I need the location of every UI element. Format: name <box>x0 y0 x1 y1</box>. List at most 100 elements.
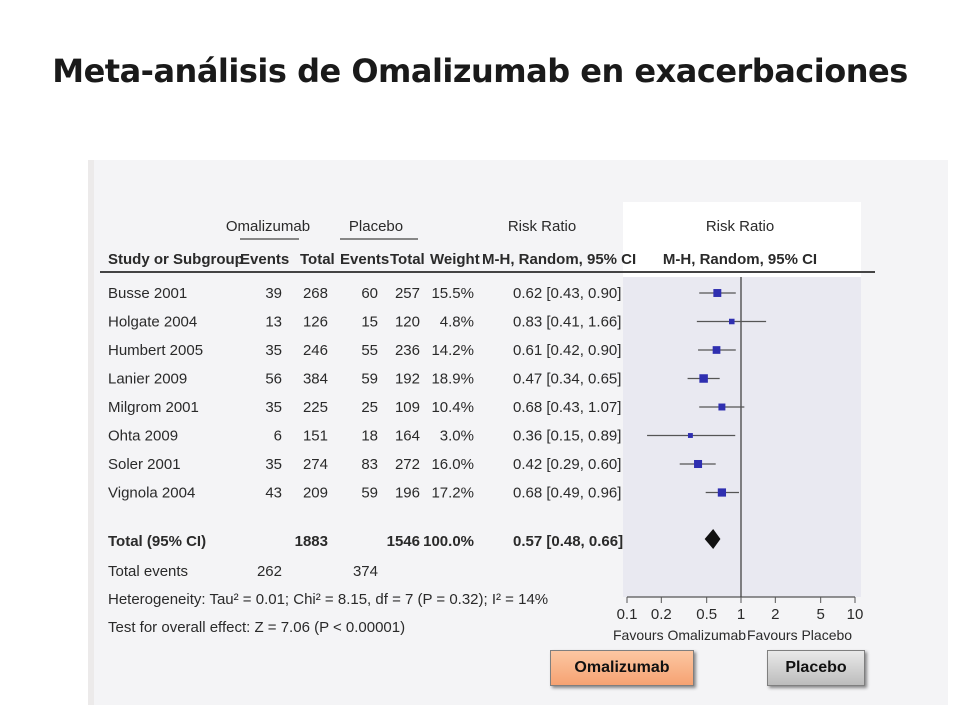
study-marker <box>687 433 693 438</box>
row-study-name: Lanier 2009 <box>108 371 187 388</box>
row-total-omalizumab: 225 <box>303 399 328 416</box>
row-total-placebo: 272 <box>395 456 420 473</box>
study-marker <box>699 374 708 383</box>
pooled-diamond <box>704 529 721 549</box>
row-events-omalizumab: 56 <box>265 371 282 388</box>
row-events-placebo: 15 <box>361 314 378 331</box>
col-study: Study or Subgroup <box>108 251 244 268</box>
row-weight: 18.9% <box>431 371 474 388</box>
row-total-placebo: 109 <box>395 399 420 416</box>
plot-area <box>623 277 861 597</box>
row-study-name: Busse 2001 <box>108 285 187 302</box>
row-weight: 10.4% <box>431 399 474 416</box>
row-risk-ratio-ci: 0.61 [0.42, 0.90] <box>513 342 621 359</box>
row-total-placebo: 257 <box>395 285 420 302</box>
header-plot-risk-ratio: Risk Ratio <box>706 218 774 235</box>
omalizumab-button[interactable]: Omalizumab <box>550 650 694 686</box>
row-events-placebo: 60 <box>361 285 378 302</box>
row-total-omalizumab: 274 <box>303 456 328 473</box>
header-risk-ratio: Risk Ratio <box>508 218 576 235</box>
row-study-name: Ohta 2009 <box>108 428 178 445</box>
x-tick-label: 10 <box>847 606 864 623</box>
study-marker <box>713 289 722 297</box>
total-placebo: 1546 <box>387 533 420 550</box>
row-total-placebo: 164 <box>395 428 420 445</box>
row-total-omalizumab: 384 <box>303 371 328 388</box>
row-total-omalizumab: 246 <box>303 342 328 359</box>
total-omalizumab: 1883 <box>295 533 328 550</box>
x-tick-label: 0.5 <box>696 606 717 623</box>
events-omalizumab: 262 <box>257 563 282 580</box>
row-events-placebo: 18 <box>361 428 378 445</box>
row-events-placebo: 83 <box>361 456 378 473</box>
row-risk-ratio-ci: 0.68 [0.43, 1.07] <box>513 399 621 416</box>
header-placebo: Placebo <box>349 218 403 235</box>
row-study-name: Holgate 2004 <box>108 314 197 331</box>
row-total-placebo: 196 <box>395 485 420 502</box>
row-weight: 14.2% <box>431 342 474 359</box>
col-events-placebo: Events <box>340 251 389 268</box>
heterogeneity-text: Heterogeneity: Tau² = 0.01; Chi² = 8.15,… <box>108 591 548 608</box>
study-marker <box>717 488 727 497</box>
row-weight: 3.0% <box>440 428 474 445</box>
study-marker <box>718 403 726 411</box>
overall-effect-text: Test for overall effect: Z = 7.06 (P < 0… <box>108 619 405 636</box>
row-total-omalizumab: 151 <box>303 428 328 445</box>
total-label: Total (95% CI) <box>108 533 206 550</box>
row-risk-ratio-ci: 0.68 [0.49, 0.96] <box>513 485 621 502</box>
row-risk-ratio-ci: 0.62 [0.43, 0.90] <box>513 285 621 302</box>
x-tick-label: 5 <box>817 606 825 623</box>
col-risk-ratio-ci: M-H, Random, 95% CI <box>482 251 636 268</box>
plot-header-area <box>623 202 861 277</box>
row-total-omalizumab: 209 <box>303 485 328 502</box>
row-weight: 4.8% <box>440 314 474 331</box>
row-total-omalizumab: 126 <box>303 314 328 331</box>
col-weight: Weight <box>430 251 480 268</box>
row-total-omalizumab: 268 <box>303 285 328 302</box>
row-weight: 16.0% <box>431 456 474 473</box>
row-events-omalizumab: 13 <box>265 314 282 331</box>
slide-title: Meta-análisis de Omalizumab en exacerbac… <box>52 52 908 90</box>
row-weight: 15.5% <box>431 285 474 302</box>
placebo-button[interactable]: Placebo <box>767 650 865 686</box>
row-study-name: Milgrom 2001 <box>108 399 199 416</box>
row-weight: 17.2% <box>431 485 474 502</box>
row-events-placebo: 55 <box>361 342 378 359</box>
row-events-omalizumab: 39 <box>265 285 282 302</box>
row-events-omalizumab: 6 <box>274 428 282 445</box>
row-risk-ratio-ci: 0.42 [0.29, 0.60] <box>513 456 621 473</box>
row-study-name: Vignola 2004 <box>108 485 195 502</box>
row-study-name: Soler 2001 <box>108 456 181 473</box>
row-events-omalizumab: 43 <box>265 485 282 502</box>
events-label: Total events <box>108 563 188 580</box>
x-tick-label: 0.2 <box>651 606 672 623</box>
study-marker <box>694 459 703 469</box>
x-tick-label: 2 <box>771 606 779 623</box>
x-tick-label: 1 <box>737 606 745 623</box>
row-events-omalizumab: 35 <box>265 342 282 359</box>
col-events-omalizumab: Events <box>240 251 289 268</box>
x-tick-label: 0.1 <box>617 606 638 623</box>
row-events-placebo: 59 <box>361 371 378 388</box>
col-total-omalizumab: Total <box>300 251 335 268</box>
row-total-placebo: 192 <box>395 371 420 388</box>
row-total-placebo: 236 <box>395 342 420 359</box>
row-events-omalizumab: 35 <box>265 456 282 473</box>
study-marker <box>712 346 721 354</box>
favours-omalizumab-label: Favours Omalizumab <box>613 627 746 643</box>
total-weight: 100.0% <box>423 533 474 550</box>
row-events-placebo: 59 <box>361 485 378 502</box>
study-marker <box>729 318 735 325</box>
events-placebo: 374 <box>353 563 378 580</box>
row-total-placebo: 120 <box>395 314 420 331</box>
row-risk-ratio-ci: 0.36 [0.15, 0.89] <box>513 428 621 445</box>
row-risk-ratio-ci: 0.83 [0.41, 1.66] <box>513 314 621 331</box>
row-events-omalizumab: 35 <box>265 399 282 416</box>
panel-edge <box>88 160 94 705</box>
header-omalizumab: Omalizumab <box>226 218 310 235</box>
total-ci: 0.57 [0.48, 0.66] <box>513 533 623 550</box>
row-events-placebo: 25 <box>361 399 378 416</box>
row-risk-ratio-ci: 0.47 [0.34, 0.65] <box>513 371 621 388</box>
row-study-name: Humbert 2005 <box>108 342 203 359</box>
